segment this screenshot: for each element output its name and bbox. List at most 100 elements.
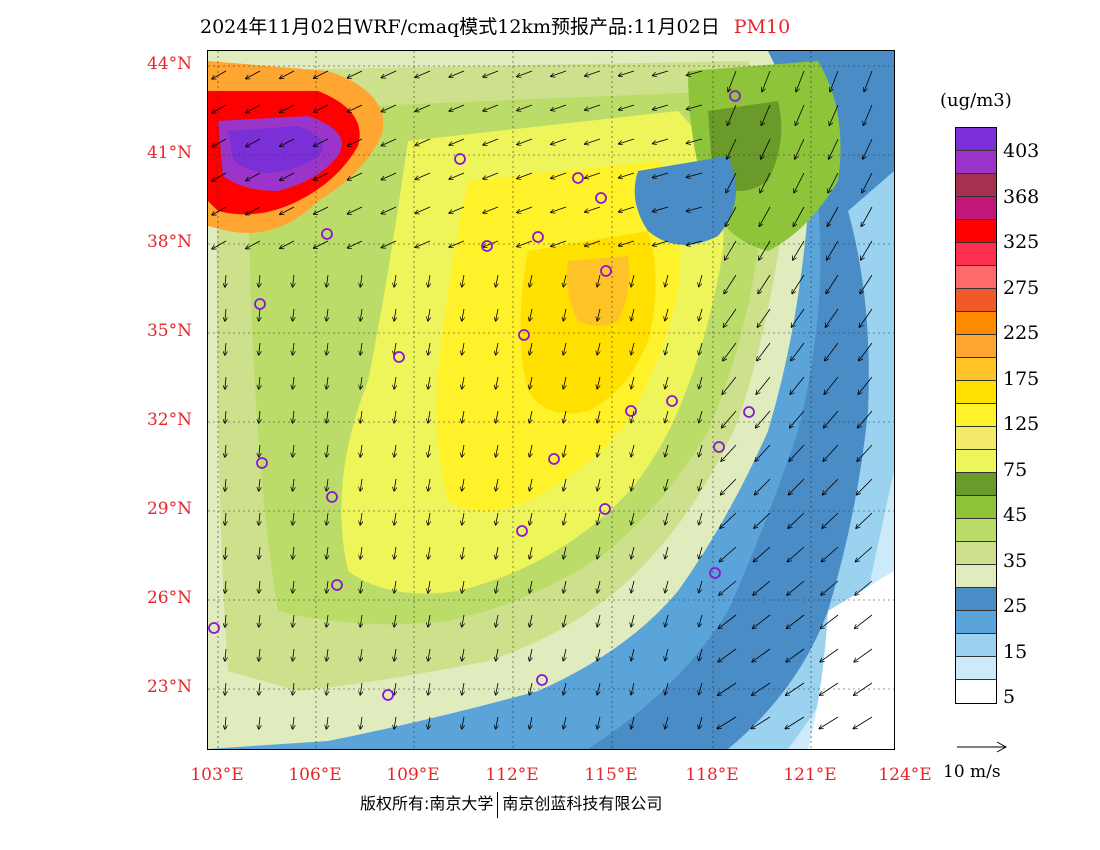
dust-core (228, 126, 323, 173)
wind-vector (428, 410, 430, 423)
wind-vector (563, 580, 566, 593)
wind-vector (856, 512, 873, 528)
wind-vector (699, 410, 703, 423)
wind-vector (721, 478, 737, 495)
wind-vector (394, 614, 396, 627)
wind-vector (619, 206, 635, 212)
city-station-marker (256, 457, 268, 469)
wind-vector (496, 716, 498, 729)
wind-vector (462, 478, 464, 491)
wind-vector (597, 342, 600, 355)
wind-vector (853, 716, 873, 729)
wind-vector (830, 70, 839, 92)
lon-label: 103°E (190, 765, 244, 785)
wind-vector (786, 648, 805, 662)
wind-vector (259, 512, 260, 525)
wind-vector (496, 478, 498, 491)
lat-label: 32°N (146, 410, 192, 430)
wind-vector (449, 104, 465, 111)
wind-vector (665, 648, 669, 661)
wind-vector (756, 410, 771, 428)
wind-vector (496, 376, 498, 389)
wind-vector (415, 70, 431, 77)
wind-vector (326, 512, 328, 525)
wind-vector (665, 546, 669, 559)
wind-vector (348, 240, 363, 248)
wind-vector (860, 274, 873, 293)
wind-vector (326, 580, 328, 593)
wind-vector (787, 614, 805, 628)
wind-vector (381, 104, 397, 112)
wind-vector (551, 104, 567, 110)
city-station-marker (548, 453, 560, 465)
wind-vector (752, 682, 771, 695)
wind-vector (259, 580, 260, 593)
wind-vector (449, 206, 465, 213)
colorbar-swatch (956, 680, 996, 703)
wind-vector (293, 512, 294, 525)
city-station-marker (518, 329, 530, 341)
wind-vector (293, 682, 294, 695)
lon-label: 121°E (783, 765, 837, 785)
wind-vector (326, 342, 328, 355)
wind-vector (699, 546, 703, 559)
wind-vector (496, 444, 498, 457)
wind-vector (428, 444, 430, 457)
wind-vector (752, 648, 771, 662)
wind-vector (821, 614, 839, 628)
wind-vector (725, 240, 737, 260)
wind-vector (428, 512, 430, 525)
wind-vector (394, 274, 396, 287)
wind-vector (795, 104, 805, 125)
wind-vector (665, 512, 669, 525)
wind-vector (360, 614, 362, 627)
colorbar-label: 45 (1003, 504, 1028, 526)
wind-vector (699, 512, 703, 525)
wind-vector (529, 410, 532, 423)
wind-vector (754, 512, 771, 528)
colorbar-swatch (956, 128, 996, 151)
wind-vector (280, 172, 295, 180)
wind-vector (821, 580, 839, 595)
ocean-mid (588, 51, 894, 749)
wind-vector (293, 648, 294, 661)
wind-vector (394, 546, 396, 559)
wind-vector (631, 410, 635, 423)
wind-vector (225, 444, 226, 457)
copyright-university: 版权所有:南京大学 (360, 794, 494, 813)
wind-vector (483, 70, 499, 77)
wind-vector (517, 138, 533, 145)
wind-vector (394, 342, 396, 355)
city-station-marker (666, 395, 678, 407)
wind-vector (631, 342, 635, 355)
wind-vector (823, 478, 839, 495)
wind-vector (790, 410, 805, 428)
city-station-marker (382, 689, 394, 701)
wind-vector (864, 70, 873, 92)
wind-vector (631, 614, 635, 627)
wind-vector (631, 274, 635, 287)
wind-vector (394, 682, 396, 695)
title-main: 2024年11月02日WRF/cmaq模式12km预报产品:11月02日 (200, 16, 720, 38)
wind-vector (563, 410, 566, 423)
wind-vector (787, 580, 805, 595)
colorbar-swatch (956, 335, 996, 358)
wind-vector (293, 614, 294, 627)
bohai-sea (634, 156, 736, 245)
wind-vector (529, 580, 532, 593)
wind-vector (631, 716, 635, 729)
wind-vector (259, 410, 260, 423)
wind-vector (225, 342, 226, 355)
wind-vector (597, 648, 600, 661)
wind-vector (790, 376, 805, 394)
wind-vector (720, 512, 737, 528)
wind-vector (828, 172, 839, 193)
wind-vector (428, 580, 430, 593)
wind-vector (449, 138, 465, 145)
colorbar-swatch (956, 450, 996, 473)
wind-vector (326, 648, 328, 661)
wind-vector (563, 444, 566, 457)
wind-vector (619, 104, 635, 110)
wind-vector (259, 478, 260, 491)
wind-vector (293, 478, 294, 491)
